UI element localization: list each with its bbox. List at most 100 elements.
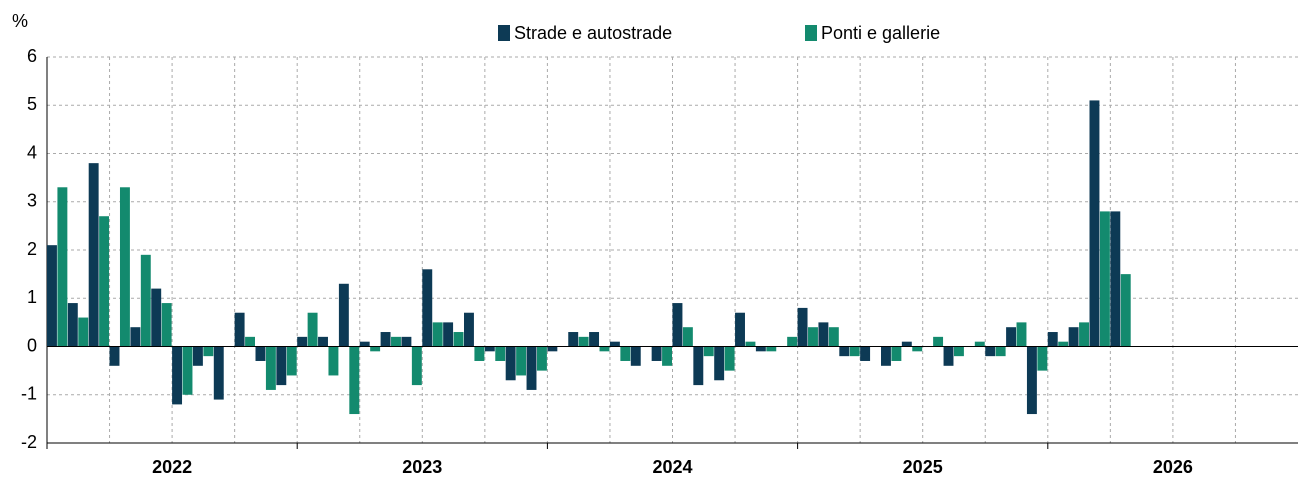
- legend-label: Ponti e gallerie: [821, 23, 940, 43]
- bar: [1089, 100, 1100, 347]
- bar: [245, 336, 255, 347]
- bar: [1047, 332, 1058, 347]
- bar: [464, 312, 474, 347]
- bar: [599, 346, 610, 352]
- bar: [151, 288, 162, 347]
- bar: [912, 346, 923, 352]
- bar: [505, 346, 516, 381]
- bar: [609, 341, 620, 347]
- bar: [192, 346, 203, 366]
- bar: [432, 322, 443, 347]
- bar: [422, 269, 433, 347]
- y-tick-label: 4: [27, 142, 37, 162]
- bar: [693, 346, 704, 386]
- bar: [860, 346, 871, 361]
- bar: [1037, 346, 1048, 371]
- bar: [735, 312, 745, 347]
- bar: [338, 283, 349, 347]
- bar: [974, 341, 985, 347]
- bar: [67, 303, 78, 347]
- bar: [1120, 274, 1131, 347]
- bar: [766, 346, 777, 352]
- bar: [453, 332, 464, 347]
- bar: [526, 346, 537, 390]
- bar: [682, 327, 693, 347]
- bar: [172, 346, 183, 405]
- bar: [109, 346, 120, 366]
- bar: [953, 346, 964, 357]
- bar: [662, 346, 672, 366]
- bar: [703, 346, 714, 357]
- y-tick-label: -2: [21, 432, 37, 452]
- y-tick-label: -1: [21, 384, 37, 404]
- bar: [995, 346, 1006, 357]
- bar: [443, 322, 454, 347]
- bar: [57, 187, 68, 347]
- bar: [797, 307, 808, 347]
- bar: [359, 341, 370, 347]
- bar: [849, 346, 860, 357]
- bar: [1068, 327, 1079, 347]
- bar: [755, 346, 766, 352]
- bar: [203, 346, 214, 357]
- bar: [99, 216, 110, 347]
- bar: [672, 303, 683, 347]
- bar: [745, 341, 756, 347]
- bar: [891, 346, 902, 361]
- bar: [881, 346, 891, 366]
- bar: [276, 346, 287, 386]
- bar: [714, 346, 725, 381]
- y-tick-label: 2: [27, 239, 37, 259]
- bar: [234, 312, 245, 347]
- bar: [943, 346, 954, 366]
- bar: [307, 312, 318, 347]
- y-tick-label: 6: [27, 46, 37, 66]
- bar: [265, 346, 276, 390]
- bar: [787, 336, 798, 347]
- bar: [536, 346, 547, 371]
- bar: [1079, 322, 1089, 347]
- bar: [370, 346, 381, 352]
- bar: [213, 346, 224, 400]
- year-label: 2025: [903, 457, 943, 477]
- y-tick-label: 5: [27, 94, 37, 114]
- y-tick-label: 0: [27, 335, 37, 355]
- bar: [297, 336, 308, 347]
- bar: [318, 336, 328, 347]
- year-label: 2023: [402, 457, 442, 477]
- bar: [1099, 211, 1110, 347]
- bar: [933, 336, 944, 347]
- bar: [119, 187, 130, 347]
- bar: [630, 346, 641, 366]
- bar: [182, 346, 193, 395]
- bar: [985, 346, 996, 357]
- bar: [589, 332, 600, 347]
- bar: [88, 163, 99, 347]
- y-axis-label: %: [12, 11, 28, 31]
- bar: [1006, 327, 1017, 347]
- bar: [724, 346, 735, 371]
- bar: [818, 322, 829, 347]
- year-label: 2022: [152, 457, 192, 477]
- bar: [1110, 211, 1121, 347]
- bar: [620, 346, 631, 361]
- bar: [161, 303, 172, 347]
- bar: [411, 346, 422, 386]
- legend-label: Strade e autostrade: [514, 23, 672, 43]
- bar: [286, 346, 297, 376]
- bar: [1016, 322, 1027, 347]
- bar: [1058, 341, 1069, 347]
- bar: [901, 341, 912, 347]
- year-label: 2024: [652, 457, 692, 477]
- bar: [391, 336, 401, 347]
- bar: [47, 245, 57, 347]
- bar: [474, 346, 485, 361]
- bar: [547, 346, 558, 352]
- bar: [578, 336, 589, 347]
- bar: [516, 346, 527, 376]
- y-tick-label: 1: [27, 287, 37, 307]
- bar: [839, 346, 850, 357]
- y-tick-label: 3: [27, 191, 37, 211]
- bar: [78, 317, 89, 347]
